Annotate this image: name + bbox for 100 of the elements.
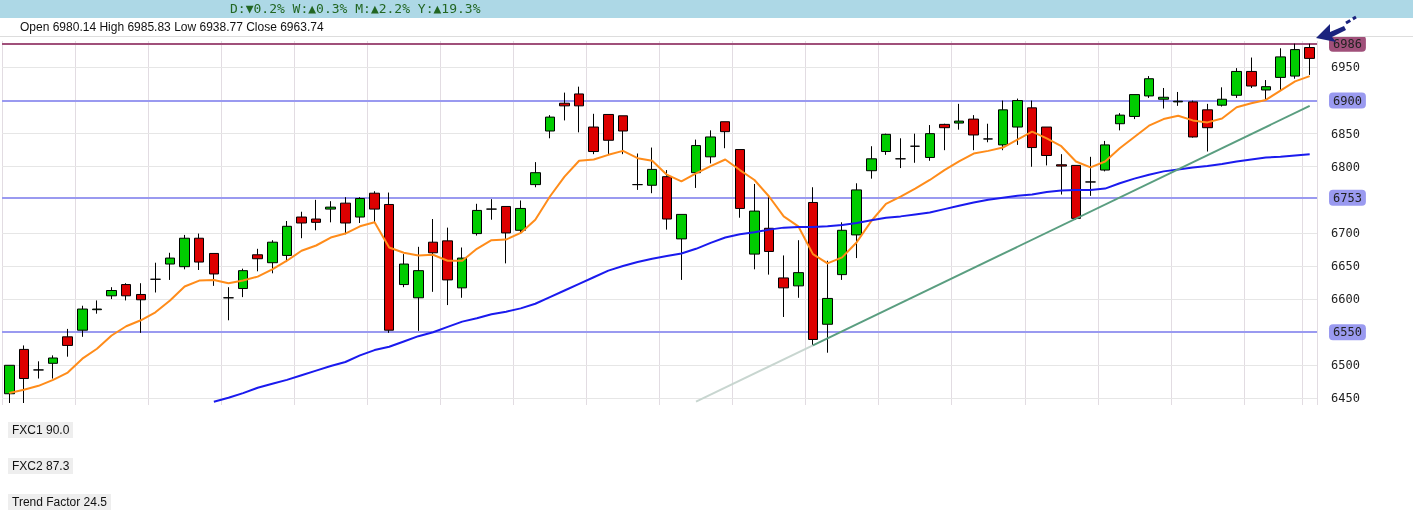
y-tick-label: 6600 <box>1331 292 1360 307</box>
candlestick <box>866 145 877 180</box>
candlestick <box>574 86 584 133</box>
candlestick <box>457 246 467 299</box>
candlestick <box>355 196 365 224</box>
candlestick <box>1290 43 1300 80</box>
candlestick <box>1071 164 1081 221</box>
candlestick <box>136 282 146 334</box>
y-tick-label: 6450 <box>1331 391 1360 406</box>
ref-line-label: 6900 <box>1333 93 1362 108</box>
candlestick <box>910 133 920 164</box>
candlestick <box>1158 87 1169 110</box>
candlestick <box>691 139 701 189</box>
candlestick <box>676 213 687 281</box>
candlestick <box>1012 98 1023 146</box>
candlestick <box>618 115 628 155</box>
candlestick <box>267 239 278 274</box>
candlestick <box>194 233 204 271</box>
y-tick-label: 6800 <box>1331 159 1360 174</box>
candlestick <box>48 354 58 380</box>
line-series <box>212 153 1311 403</box>
candlestick <box>851 182 862 259</box>
text: FXC1 90.0 <box>8 422 74 438</box>
candlestick <box>223 286 234 321</box>
candlestick <box>793 239 804 299</box>
candlestick <box>92 299 102 315</box>
candlestick <box>486 198 497 221</box>
candlestick <box>472 203 482 237</box>
candlestick <box>179 234 190 270</box>
chart-subtitle: Open 6980.14 High 6985.83 Low 6938.77 Close 6963.74 <box>0 18 1413 37</box>
candlestick <box>545 114 555 139</box>
candlestick <box>1275 47 1286 91</box>
ref-line-label: 6986 <box>1333 36 1362 51</box>
y-tick-label: 6950 <box>1331 60 1360 75</box>
candlestick <box>340 196 351 235</box>
candlestick <box>1188 100 1198 139</box>
candlestick <box>165 252 175 281</box>
ref-line-label: 6550 <box>1333 325 1362 340</box>
candlestick <box>530 161 541 188</box>
candlestick <box>296 211 307 239</box>
candlestick <box>19 344 29 404</box>
candlestick <box>442 227 453 306</box>
candlestick <box>150 262 161 293</box>
candlestick <box>209 252 219 287</box>
candlestick <box>515 200 526 234</box>
candlestick <box>939 123 950 151</box>
candlestick <box>325 200 336 223</box>
candlestick <box>925 124 935 162</box>
line-series <box>8 75 1311 395</box>
candlestick <box>968 114 979 151</box>
candlestick <box>1246 57 1257 89</box>
candlestick <box>1202 103 1213 153</box>
candlestick <box>881 133 891 156</box>
candlestick <box>384 192 394 334</box>
candlestick <box>106 286 117 300</box>
y-tick-label: 6700 <box>1331 225 1360 240</box>
candlestick <box>764 196 774 276</box>
candlestick <box>720 121 730 149</box>
candlestick <box>1085 156 1096 197</box>
candlestick <box>954 103 964 131</box>
y-tick-label: 6850 <box>1331 126 1360 141</box>
candlestick <box>895 137 906 169</box>
text: Trend Factor 24.5 <box>8 494 111 510</box>
candlestick <box>252 248 263 272</box>
candlestick <box>559 92 570 121</box>
candlestick <box>808 186 818 346</box>
candlestick <box>1056 153 1067 196</box>
candlestick <box>1231 67 1242 99</box>
candlestick <box>1027 100 1037 168</box>
candlestick <box>62 328 73 358</box>
candlestick <box>413 246 424 332</box>
y-tick-label: 6500 <box>1331 358 1360 373</box>
candlestick <box>822 260 833 354</box>
candlestick <box>33 360 44 380</box>
candlestick <box>647 147 657 194</box>
candlestick <box>77 305 88 338</box>
candlestick <box>1217 86 1227 108</box>
candlestick <box>121 282 131 301</box>
candlestick <box>983 123 993 143</box>
candlestick <box>603 113 614 156</box>
candlestick <box>588 113 599 155</box>
candlestick <box>428 218 438 293</box>
candlestick <box>311 199 321 231</box>
candlestick <box>749 183 760 270</box>
candlestick <box>1115 112 1125 131</box>
candlestick <box>1041 126 1052 166</box>
candlestick <box>705 129 716 164</box>
ref-line-label: 6753 <box>1333 190 1362 205</box>
candlestick <box>1304 43 1315 76</box>
candlestick <box>1144 75 1154 99</box>
candlestick <box>632 153 643 191</box>
candlestick <box>778 254 789 318</box>
chart-title: D:▼0.2% W:▲0.3% M:▲2.2% Y:▲19.3% <box>0 0 1413 18</box>
candlestick <box>998 100 1008 151</box>
candlestick <box>1261 79 1271 100</box>
candlestick <box>735 149 745 219</box>
candlestick <box>282 220 292 263</box>
candlestick <box>4 364 15 404</box>
candlestick <box>399 253 409 288</box>
candlestick <box>837 221 847 281</box>
